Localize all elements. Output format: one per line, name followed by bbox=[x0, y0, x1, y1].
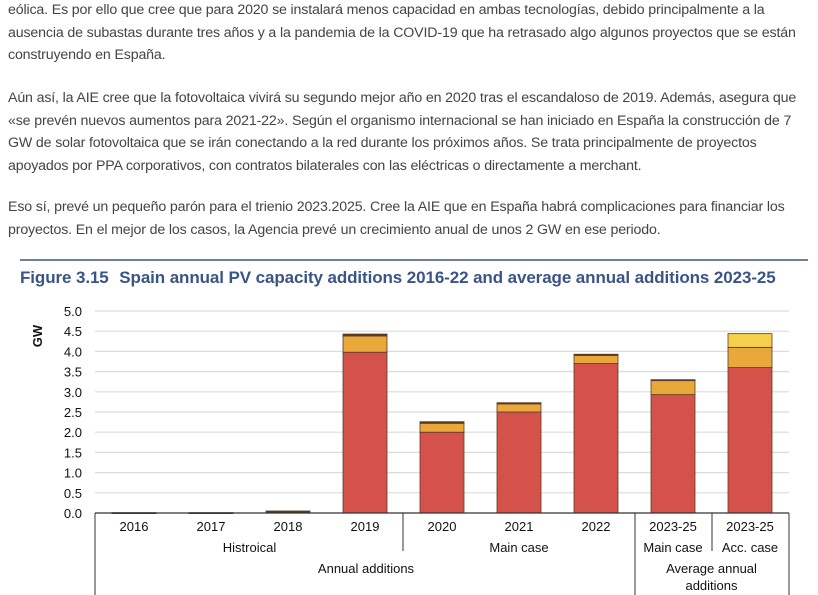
y-axis-ticks: 0.0 0.5 1.0 1.5 2.0 2.5 3.0 3.5 4.0 4.5 5.0 bbox=[64, 304, 82, 521]
x-tick-label: 2022 bbox=[582, 519, 611, 534]
figure-caption: Spain annual PV capacity additions 2016-… bbox=[119, 268, 776, 287]
x-sublabel: Main case bbox=[643, 540, 702, 555]
article-paragraph: Aún así, la AIE cree que la fotovoltaica… bbox=[8, 90, 797, 174]
y-tick-label: 4.5 bbox=[64, 324, 82, 339]
bar-segment bbox=[419, 431, 465, 514]
bar-segment bbox=[419, 422, 465, 433]
bars bbox=[111, 333, 773, 514]
figure-number: Figure 3.15 bbox=[20, 268, 109, 287]
x-tick-label: 2023-25 bbox=[649, 519, 697, 534]
x-sublabel: Acc. case bbox=[722, 540, 778, 555]
bar-segment bbox=[573, 363, 619, 514]
x-tick-label: 2016 bbox=[120, 519, 149, 534]
y-tick-label: 3.5 bbox=[64, 365, 82, 380]
y-tick-label: 1.0 bbox=[64, 466, 82, 481]
y-tick-label: 0.5 bbox=[64, 486, 82, 501]
y-tick-label: 4.0 bbox=[64, 344, 82, 359]
x-tick-label: 2023-25 bbox=[726, 519, 774, 534]
bar-segment bbox=[727, 367, 773, 514]
x-tick-label: 2017 bbox=[197, 519, 226, 534]
bar-segment bbox=[650, 379, 696, 382]
bar-segment bbox=[496, 411, 542, 514]
y-tick-label: 1.5 bbox=[64, 445, 82, 460]
article-paragraph: eólica. Es por ello que cree que para 20… bbox=[8, 2, 796, 63]
x-group-label: Main case bbox=[489, 540, 548, 555]
bar-segment bbox=[650, 394, 696, 514]
x-tick-label: 2018 bbox=[274, 519, 303, 534]
y-tick-label: 5.0 bbox=[64, 304, 82, 319]
bar-segment bbox=[342, 335, 388, 353]
bar-segment bbox=[727, 346, 773, 368]
x-axis: 2016 2017 2018 2019 2020 2021 2022 2023-25 Main … bbox=[94, 512, 790, 595]
y-tick-label: 3.0 bbox=[64, 385, 82, 400]
bar-segment bbox=[342, 351, 388, 514]
bar-segment bbox=[573, 355, 619, 364]
bar-segment bbox=[727, 333, 773, 348]
x-tick-label: 2019 bbox=[351, 519, 380, 534]
x-supergroup-label: additions bbox=[685, 578, 738, 593]
y-tick-label: 2.0 bbox=[64, 425, 82, 440]
x-tick-label: 2021 bbox=[505, 519, 534, 534]
y-tick-label: 2.5 bbox=[64, 405, 82, 420]
x-supergroup-label: Annual additions bbox=[318, 561, 415, 576]
bar-segment bbox=[650, 380, 696, 396]
bar-segment bbox=[573, 353, 619, 356]
y-tick-label: 0.0 bbox=[64, 506, 82, 521]
bar-chart: 0.0 0.5 1.0 1.5 2.0 2.5 3.0 3.5 4.0 4.5 5.0 GW 201… bbox=[30, 304, 790, 595]
y-axis-label: GW bbox=[30, 324, 45, 347]
bar-segment bbox=[496, 403, 542, 413]
x-supergroup-label: Average annual bbox=[666, 561, 757, 576]
x-group-label: Histroical bbox=[223, 540, 277, 555]
x-tick-label: 2020 bbox=[428, 519, 457, 534]
bar-segment bbox=[496, 402, 542, 405]
bar-segment bbox=[342, 333, 388, 337]
figure-top-rule bbox=[20, 259, 808, 261]
article-paragraph: Eso sí, prevé un pequeño parón para el t… bbox=[8, 199, 785, 238]
figure-title: Figure 3.15 Spain annual PV capacity add… bbox=[20, 268, 776, 288]
bar-segment bbox=[419, 421, 465, 424]
